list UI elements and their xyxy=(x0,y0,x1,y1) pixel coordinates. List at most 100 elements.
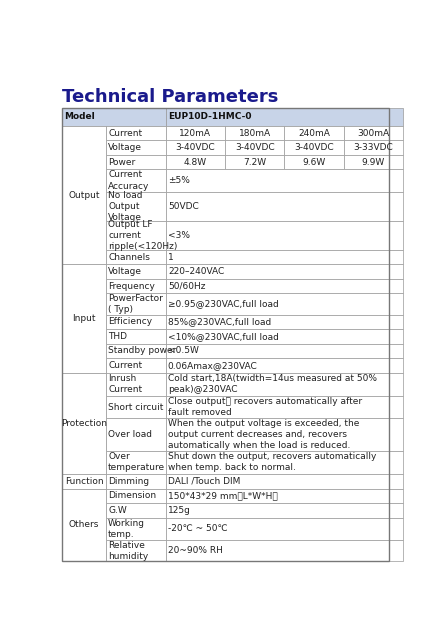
Text: 9.9W: 9.9W xyxy=(362,157,385,166)
Text: Current
Accuracy: Current Accuracy xyxy=(108,170,150,190)
Text: Output: Output xyxy=(68,190,100,199)
Text: 50/60Hz: 50/60Hz xyxy=(168,281,205,291)
Text: 1: 1 xyxy=(168,253,174,262)
Bar xyxy=(166,451,403,474)
Text: PowerFactor
( Typ): PowerFactor ( Typ) xyxy=(108,294,163,314)
Bar xyxy=(106,221,166,250)
Bar xyxy=(106,250,166,264)
Bar xyxy=(62,540,106,561)
Bar xyxy=(106,140,166,155)
Bar xyxy=(166,396,403,418)
Bar xyxy=(166,126,225,140)
Bar xyxy=(62,518,106,540)
Text: <0.5W: <0.5W xyxy=(168,346,199,356)
Bar xyxy=(62,344,106,358)
Bar xyxy=(106,314,166,329)
Bar xyxy=(62,140,106,155)
Text: 150*43*29 mm（L*W*H）: 150*43*29 mm（L*W*H） xyxy=(168,491,278,500)
Text: 9.6W: 9.6W xyxy=(302,157,326,166)
Bar xyxy=(106,474,166,489)
Text: 120mA: 120mA xyxy=(180,129,212,138)
Bar xyxy=(284,126,344,140)
Text: DALI /Touch DIM: DALI /Touch DIM xyxy=(168,477,240,486)
Text: Shut down the output, recovers automatically
when temp. back to normal.: Shut down the output, recovers automatic… xyxy=(168,452,376,472)
Bar xyxy=(62,279,106,293)
Text: 20~90% RH: 20~90% RH xyxy=(168,546,223,555)
Text: Over
temperature: Over temperature xyxy=(108,452,165,472)
Text: 3-33VDC: 3-33VDC xyxy=(353,143,393,152)
Text: When the output voltage is exceeded, the
output current decreases and, recovers
: When the output voltage is exceeded, the… xyxy=(168,419,359,450)
Bar xyxy=(344,140,403,155)
Bar xyxy=(62,451,106,474)
Text: Frequency: Frequency xyxy=(108,281,155,291)
Text: Relative
humidity: Relative humidity xyxy=(108,540,148,561)
Bar xyxy=(225,126,284,140)
Bar xyxy=(106,329,166,344)
Text: Inrush
Current: Inrush Current xyxy=(108,374,142,394)
Bar xyxy=(166,221,403,250)
Bar xyxy=(166,192,403,221)
Bar xyxy=(166,489,403,503)
Bar xyxy=(62,264,106,373)
Text: Output LF
current
ripple(<120Hz): Output LF current ripple(<120Hz) xyxy=(108,220,178,251)
Bar xyxy=(62,314,106,329)
Bar xyxy=(62,474,106,489)
Text: Voltage: Voltage xyxy=(108,143,142,152)
Bar xyxy=(106,396,166,418)
Bar xyxy=(106,540,166,561)
Text: Over load: Over load xyxy=(108,430,152,439)
Bar xyxy=(166,264,403,279)
Text: <3%: <3% xyxy=(168,231,190,240)
Text: Efficiency: Efficiency xyxy=(108,318,152,326)
Bar xyxy=(62,373,106,474)
Bar xyxy=(106,126,166,140)
Text: G.W: G.W xyxy=(108,506,127,515)
Text: ≥0.95@230VAC,full load: ≥0.95@230VAC,full load xyxy=(168,300,279,309)
Bar xyxy=(166,474,403,489)
Bar xyxy=(344,126,403,140)
Text: Dimming: Dimming xyxy=(108,477,149,486)
Text: Protection: Protection xyxy=(61,419,107,428)
Bar xyxy=(166,344,403,358)
Bar xyxy=(284,140,344,155)
Bar xyxy=(344,155,403,170)
Text: Channels: Channels xyxy=(108,253,150,262)
Text: Input: Input xyxy=(72,314,96,323)
Text: 0.06Amax@230VAC: 0.06Amax@230VAC xyxy=(168,361,258,370)
Bar xyxy=(62,221,106,250)
Bar xyxy=(106,344,166,358)
Bar xyxy=(166,155,225,170)
Bar xyxy=(166,503,403,518)
Text: Cold start,18A(twidth=14us measured at 50%
peak)@230VAC: Cold start,18A(twidth=14us measured at 5… xyxy=(168,374,377,394)
Text: Technical Parameters: Technical Parameters xyxy=(62,88,278,107)
Text: ±5%: ±5% xyxy=(168,176,190,185)
Bar xyxy=(106,358,166,373)
Bar xyxy=(106,451,166,474)
Bar xyxy=(62,418,106,451)
Text: Others: Others xyxy=(69,521,99,530)
Text: THD: THD xyxy=(108,331,127,341)
Text: 220–240VAC: 220–240VAC xyxy=(168,267,224,276)
Text: 50VDC: 50VDC xyxy=(168,202,198,211)
Text: -20℃ ~ 50℃: -20℃ ~ 50℃ xyxy=(168,525,227,533)
Text: No load
Output
Voltage: No load Output Voltage xyxy=(108,190,143,222)
Bar xyxy=(106,373,166,396)
Bar xyxy=(106,293,166,314)
Bar xyxy=(106,489,166,503)
Bar xyxy=(62,293,106,314)
Text: 7.2W: 7.2W xyxy=(243,157,266,166)
Text: 240mA: 240mA xyxy=(298,129,330,138)
Bar xyxy=(166,293,403,314)
Bar xyxy=(62,250,106,264)
Bar xyxy=(106,418,166,451)
Text: 3-40VDC: 3-40VDC xyxy=(235,143,275,152)
Bar xyxy=(62,503,106,518)
Bar xyxy=(62,329,106,344)
Text: 3-40VDC: 3-40VDC xyxy=(176,143,215,152)
Bar xyxy=(62,155,106,170)
Bar xyxy=(62,108,166,126)
Text: 85%@230VAC,full load: 85%@230VAC,full load xyxy=(168,318,271,326)
Bar xyxy=(62,126,106,264)
Bar xyxy=(166,373,403,396)
Bar xyxy=(62,264,106,279)
